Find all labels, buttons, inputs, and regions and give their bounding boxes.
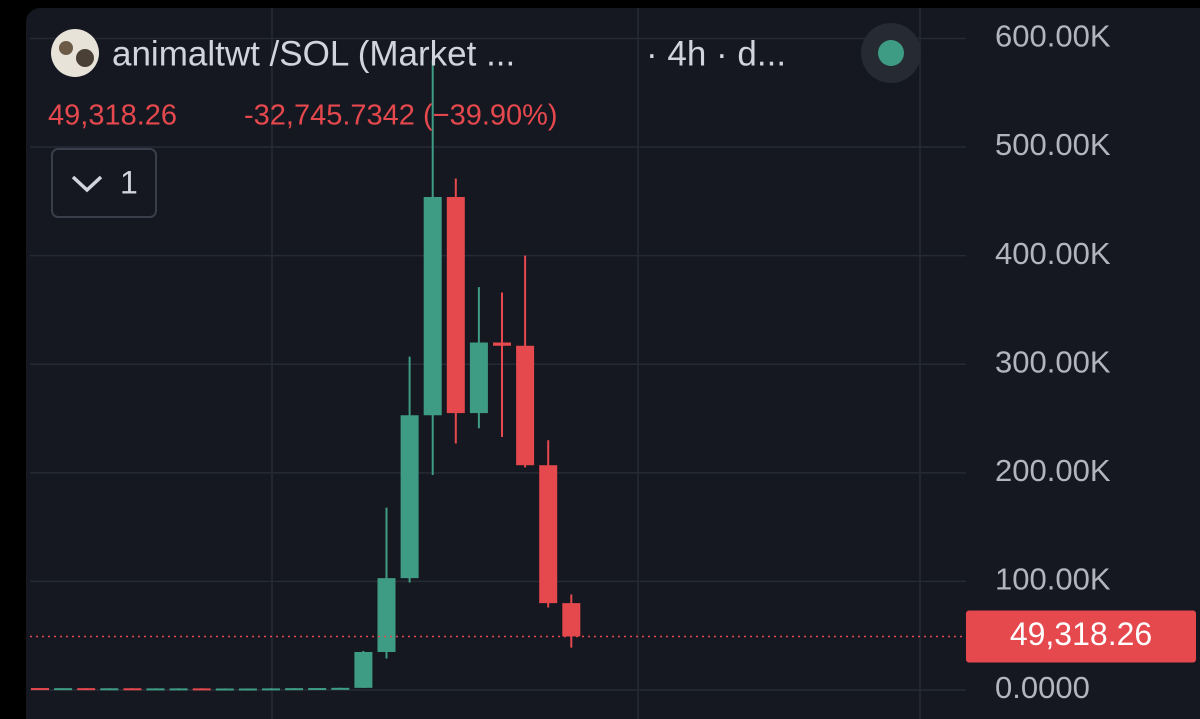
candle-body: [331, 687, 350, 690]
last-price-label: 49,318.26: [1010, 616, 1152, 652]
indicator-count: 1: [120, 164, 138, 200]
candle-body: [31, 688, 49, 691]
candle-body: [146, 688, 165, 691]
symbol: animaltwt /SOL (Market ...: [112, 34, 515, 73]
last-price-box: [966, 610, 1196, 663]
candle-body: [192, 688, 211, 691]
y-tick-label: 200.00K: [995, 453, 1111, 488]
candle-body: [262, 688, 280, 691]
candle-body: [77, 688, 96, 691]
candle-body: [423, 196, 442, 416]
y-tick-label: 500.00K: [995, 127, 1111, 162]
status-dot: [878, 40, 904, 66]
candle-body: [377, 578, 396, 652]
y-tick-label: 100.00K: [995, 562, 1111, 597]
y-tick-label: 400.00K: [995, 236, 1111, 271]
candle-body: [169, 688, 188, 691]
candle-body: [446, 196, 465, 414]
candle-body: [354, 651, 373, 688]
y-tick-label: 0.0000: [995, 670, 1090, 705]
avatar-detail: [76, 49, 94, 67]
change: -32,745.7342 (−39.90%): [244, 100, 558, 132]
y-tick-label: 600.00K: [995, 19, 1111, 54]
candle-body: [400, 415, 419, 579]
last-price: 49,318.26: [48, 100, 177, 132]
candle-body: [54, 688, 73, 691]
header: animaltwt /SOL (Market ... · 4h · d... 4…: [48, 23, 921, 218]
candle-body: [469, 342, 488, 414]
chevron: [71, 175, 103, 193]
candle-body: [215, 688, 234, 691]
candles: [31, 60, 581, 691]
indicator-toggle[interactable]: [51, 148, 157, 218]
interval: · 4h · d...: [646, 34, 786, 73]
candle-body: [238, 688, 257, 691]
candle-body: [562, 603, 581, 637]
grid: [30, 37, 966, 691]
candle-body: [100, 688, 119, 691]
candle-body: [285, 688, 304, 691]
candle-body: [308, 688, 327, 691]
candle-body: [123, 688, 142, 691]
candle-body: [539, 465, 558, 604]
candle-body: [493, 342, 511, 346]
candle-body: [516, 345, 535, 466]
avatar-detail: [59, 41, 73, 55]
y-tick-label: 300.00K: [995, 344, 1111, 379]
